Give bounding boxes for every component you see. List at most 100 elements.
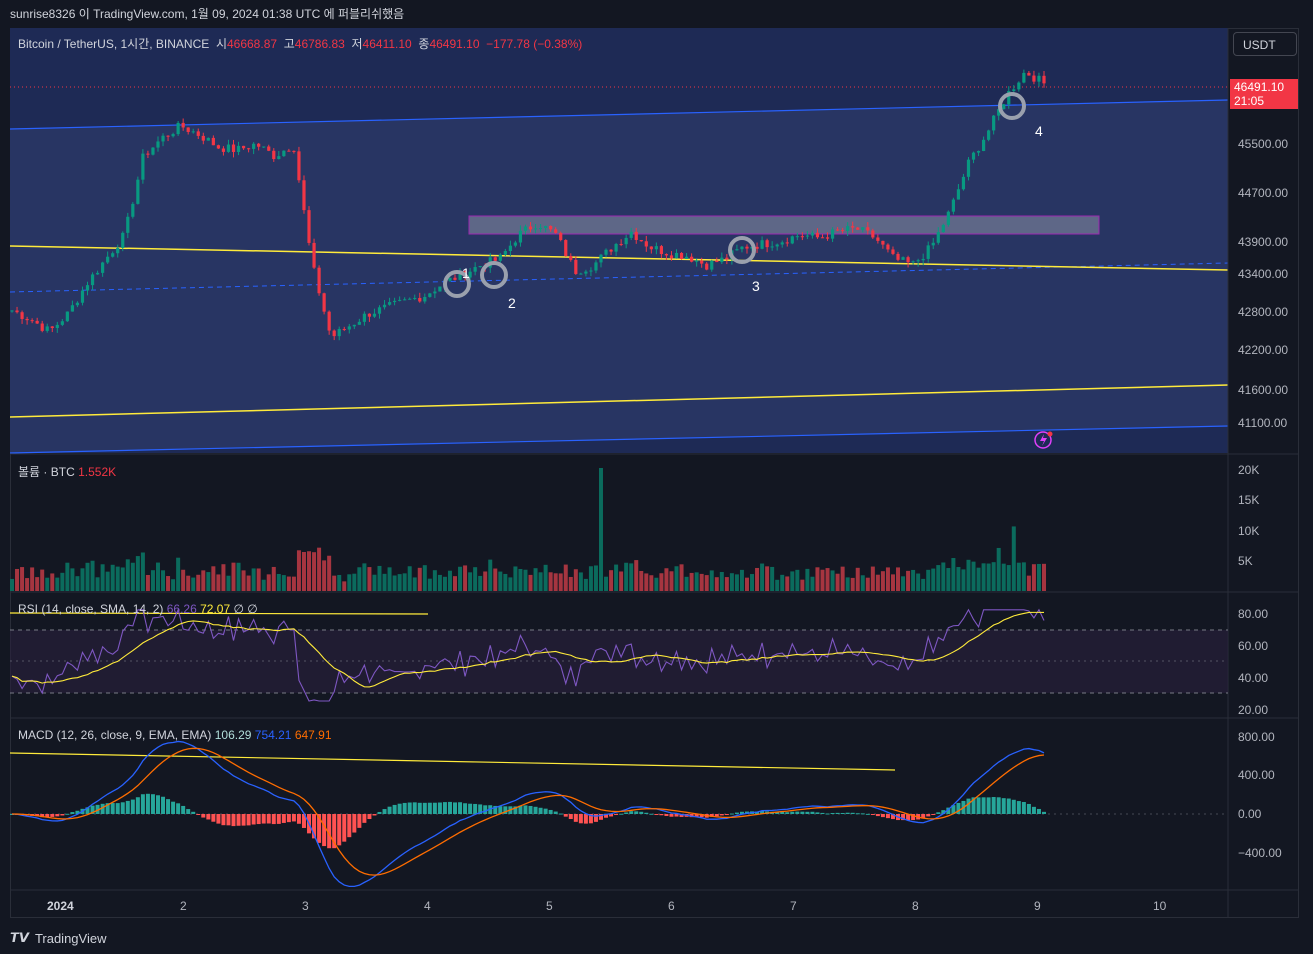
macd-hist-bar [317, 814, 322, 843]
time-tick: 3 [302, 899, 309, 913]
candle-body [549, 225, 553, 230]
volume-bar [75, 576, 80, 591]
candle-body [408, 298, 412, 300]
macd-hist-bar [377, 811, 382, 814]
macd-hist-bar [558, 813, 563, 815]
volume-bar [896, 567, 901, 591]
candle-body [1017, 82, 1021, 90]
macd-hist-bar [1026, 803, 1031, 814]
candle-body [327, 311, 331, 331]
candle-body [35, 320, 39, 324]
candle-body [1012, 89, 1016, 91]
macd-hist-bar [387, 806, 392, 814]
macd-hist-bar [926, 814, 931, 817]
currency-button[interactable]: USDT [1233, 32, 1297, 56]
footer-brand[interactable]: 𝙏𝙑 TradingView [10, 929, 106, 947]
macd-hist-bar [201, 814, 206, 818]
candle-body [886, 244, 890, 250]
macd-hist-bar [1036, 808, 1041, 814]
candle-body [1022, 72, 1026, 83]
volume-bar [870, 566, 875, 591]
macd-hist-bar [523, 805, 528, 814]
macd-hist-bar [468, 803, 473, 814]
candle-body [156, 141, 160, 148]
candle-body [312, 242, 316, 268]
candle-body [805, 235, 809, 237]
macd-hist-bar [528, 805, 533, 814]
macd-hist-bar [689, 814, 694, 818]
candle-body [392, 300, 397, 303]
candle-body [25, 318, 29, 321]
volume-bar [593, 565, 598, 591]
volume-bar [437, 574, 442, 591]
volume-bar [629, 563, 634, 591]
candle-body [297, 151, 301, 181]
macd-hist-bar [946, 807, 951, 814]
candle-body [690, 256, 694, 262]
macd-hist-bar [588, 814, 593, 824]
volume-tick: 5K [1238, 554, 1253, 568]
candle-body [252, 143, 256, 149]
macd-hist-bar [90, 805, 95, 814]
ohlc-open: 46668.87 [226, 37, 278, 51]
macd-hist-bar [674, 814, 679, 817]
chart-canvas[interactable] [10, 28, 1299, 918]
macd-hist-bar [659, 814, 664, 816]
macd-hist-bar [155, 795, 160, 814]
candle-body [820, 237, 825, 239]
volume-bar [694, 572, 699, 591]
candle-body [992, 115, 996, 131]
macd-hist-bar [966, 798, 971, 814]
volume-bar [810, 576, 815, 591]
volume-bar [241, 570, 246, 591]
volume-bar [684, 576, 689, 591]
macd-hist-bar [875, 814, 880, 817]
time-tick: 6 [668, 899, 675, 913]
macd-hist-bar [1021, 801, 1026, 814]
volume-bar [95, 577, 100, 591]
volume-bar [221, 564, 226, 591]
macd-hist-bar [865, 813, 870, 815]
rsi-sma-line [11, 611, 1045, 688]
macd-hist-bar [161, 796, 166, 814]
macd-hist-bar [956, 802, 961, 814]
time-tick: 9 [1034, 899, 1041, 913]
candle-body [584, 271, 588, 274]
volume-bar [780, 574, 785, 591]
candle-body [1002, 104, 1006, 110]
candle-body [176, 122, 180, 135]
time-tick: 5 [546, 899, 553, 913]
macd-hist-bar [226, 814, 231, 826]
annotation-label-3: 3 [752, 278, 760, 294]
ohlc-high: 46786.83 [294, 37, 345, 51]
macd-hist-bar [901, 814, 906, 821]
rsi-tick: 80.00 [1238, 607, 1269, 621]
candle-body [987, 130, 991, 140]
macd-hist-bar [775, 811, 780, 814]
macd-hist-bar [719, 814, 724, 816]
volume-bar [90, 560, 95, 591]
macd-hist-bar [493, 805, 498, 814]
candle-body [166, 135, 170, 137]
volume-bar [654, 577, 659, 591]
volume-bar [976, 567, 981, 591]
volume-bar [196, 574, 201, 591]
macd-hist-bar [463, 803, 468, 814]
macd-hist-bar [734, 812, 739, 814]
volume-bar [271, 566, 276, 591]
macd-hist-bar [996, 797, 1001, 814]
volume-bar [135, 556, 140, 591]
volume-bar [120, 567, 125, 591]
candle-body [65, 311, 69, 322]
candle-body [226, 144, 231, 152]
macd-hist-bar [412, 802, 417, 814]
rsi-tick: 60.00 [1238, 639, 1269, 653]
ohlc-low: 46411.10 [362, 37, 412, 51]
volume-bar [327, 555, 332, 591]
volume-bar [392, 575, 397, 591]
macd-hist-bar [890, 814, 895, 820]
volume-bar [961, 569, 966, 591]
candle-body [121, 232, 125, 248]
macd-tick: 400.00 [1238, 768, 1275, 782]
volume-bar [1026, 575, 1031, 591]
